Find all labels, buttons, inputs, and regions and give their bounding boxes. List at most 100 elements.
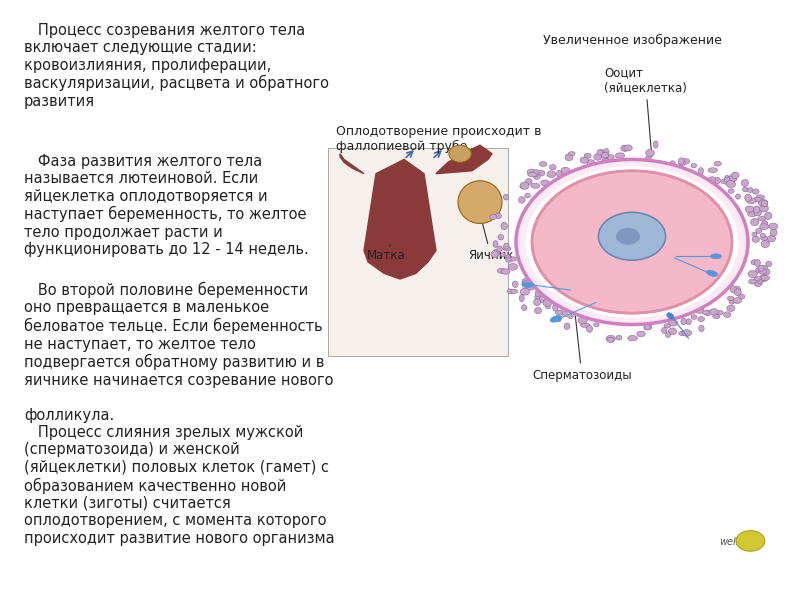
Ellipse shape — [669, 328, 677, 335]
Text: Процесс созревания желтого тела
включает следующие стадии:
кровоизлияния, пролиф: Процесс созревания желтого тела включает… — [24, 23, 329, 109]
Ellipse shape — [747, 212, 757, 217]
Ellipse shape — [513, 281, 518, 287]
Text: Оплодотворение происходит в
фаллопиевой трубе: Оплодотворение происходит в фаллопиевой … — [336, 125, 542, 154]
Ellipse shape — [765, 212, 772, 220]
Ellipse shape — [664, 324, 671, 328]
Ellipse shape — [747, 188, 754, 193]
Ellipse shape — [753, 206, 760, 213]
Ellipse shape — [733, 298, 742, 304]
Ellipse shape — [508, 263, 518, 270]
Ellipse shape — [713, 314, 720, 319]
Circle shape — [526, 166, 738, 318]
Ellipse shape — [556, 317, 562, 322]
Ellipse shape — [715, 178, 721, 184]
Ellipse shape — [527, 286, 534, 290]
Ellipse shape — [751, 260, 758, 265]
Ellipse shape — [503, 194, 509, 200]
Ellipse shape — [602, 158, 610, 163]
Ellipse shape — [520, 288, 530, 295]
Ellipse shape — [754, 280, 762, 287]
Ellipse shape — [624, 145, 632, 151]
Ellipse shape — [562, 311, 567, 317]
Ellipse shape — [506, 257, 512, 262]
Ellipse shape — [729, 175, 737, 182]
Ellipse shape — [753, 189, 759, 194]
Ellipse shape — [758, 217, 766, 221]
Text: wellcom: wellcom — [720, 536, 760, 547]
Ellipse shape — [510, 257, 517, 261]
Ellipse shape — [541, 180, 550, 186]
Circle shape — [616, 228, 640, 245]
Ellipse shape — [522, 282, 534, 287]
Text: Ооцит
(яйцеклетка): Ооцит (яйцеклетка) — [604, 66, 687, 157]
Ellipse shape — [534, 299, 540, 305]
Ellipse shape — [698, 325, 704, 332]
Ellipse shape — [726, 181, 735, 188]
Ellipse shape — [730, 286, 736, 293]
Ellipse shape — [766, 262, 772, 266]
Ellipse shape — [746, 198, 756, 204]
Ellipse shape — [606, 335, 615, 342]
Ellipse shape — [698, 317, 705, 322]
Ellipse shape — [553, 304, 558, 311]
Ellipse shape — [745, 194, 751, 202]
Ellipse shape — [534, 307, 542, 314]
Ellipse shape — [601, 152, 609, 158]
Ellipse shape — [717, 311, 723, 315]
Ellipse shape — [539, 161, 547, 166]
Ellipse shape — [769, 223, 778, 230]
Ellipse shape — [758, 265, 764, 272]
Ellipse shape — [497, 246, 502, 251]
Ellipse shape — [760, 205, 768, 212]
Ellipse shape — [597, 149, 602, 155]
Ellipse shape — [714, 161, 722, 166]
Ellipse shape — [504, 243, 509, 249]
Ellipse shape — [586, 160, 595, 165]
Ellipse shape — [561, 167, 570, 174]
Ellipse shape — [586, 326, 593, 332]
Ellipse shape — [708, 168, 718, 173]
Ellipse shape — [734, 286, 741, 293]
Ellipse shape — [758, 199, 768, 206]
Ellipse shape — [578, 317, 587, 324]
Circle shape — [516, 160, 748, 325]
Ellipse shape — [646, 149, 654, 157]
Ellipse shape — [493, 250, 499, 257]
Ellipse shape — [706, 270, 718, 277]
Ellipse shape — [681, 158, 690, 164]
Ellipse shape — [758, 280, 763, 284]
Ellipse shape — [599, 150, 604, 154]
Ellipse shape — [755, 268, 763, 273]
Ellipse shape — [698, 167, 703, 175]
Ellipse shape — [539, 296, 545, 302]
Ellipse shape — [724, 312, 731, 317]
Ellipse shape — [731, 172, 739, 178]
Ellipse shape — [637, 331, 646, 337]
Ellipse shape — [501, 269, 510, 274]
Ellipse shape — [622, 145, 628, 151]
Circle shape — [520, 162, 744, 322]
Ellipse shape — [546, 304, 550, 309]
Ellipse shape — [726, 305, 735, 311]
Ellipse shape — [748, 271, 758, 278]
Ellipse shape — [666, 313, 674, 319]
Ellipse shape — [678, 160, 686, 166]
Ellipse shape — [520, 182, 529, 189]
Ellipse shape — [537, 170, 545, 176]
Ellipse shape — [527, 169, 535, 175]
Ellipse shape — [729, 298, 734, 304]
Ellipse shape — [555, 310, 564, 315]
Ellipse shape — [682, 329, 692, 336]
Ellipse shape — [564, 323, 570, 329]
Ellipse shape — [762, 221, 768, 227]
Ellipse shape — [568, 314, 574, 319]
Ellipse shape — [758, 269, 766, 274]
Ellipse shape — [662, 328, 666, 333]
Ellipse shape — [528, 172, 538, 177]
Ellipse shape — [533, 172, 540, 179]
Ellipse shape — [535, 290, 540, 296]
Ellipse shape — [754, 197, 762, 202]
Ellipse shape — [584, 153, 591, 158]
Ellipse shape — [742, 187, 748, 192]
Circle shape — [532, 171, 732, 313]
